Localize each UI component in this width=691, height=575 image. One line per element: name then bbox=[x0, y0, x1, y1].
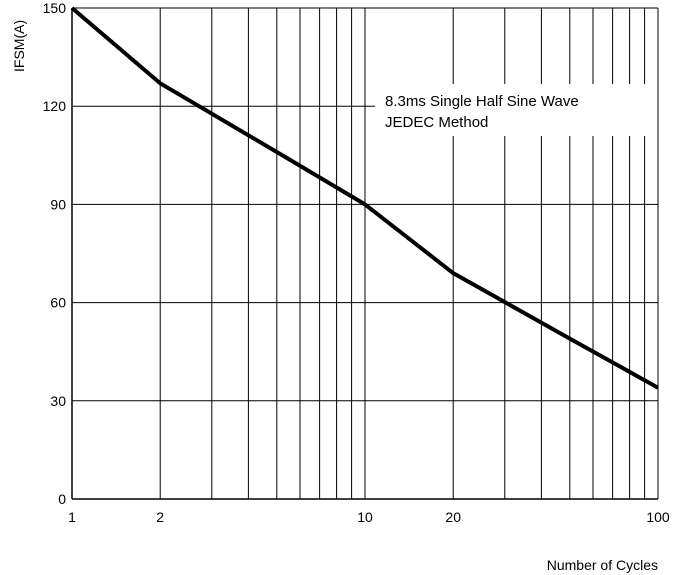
annotation-background bbox=[375, 84, 661, 136]
x-tick-label: 2 bbox=[156, 509, 164, 525]
y-axis-title: IFSM(A) bbox=[11, 20, 27, 72]
y-tick-label: 90 bbox=[50, 196, 66, 212]
y-tick-label: 120 bbox=[43, 98, 67, 114]
x-tick-label: 10 bbox=[357, 509, 373, 525]
grid bbox=[72, 7, 658, 499]
series-layer bbox=[70, 6, 659, 390]
y-tick-label: 60 bbox=[50, 295, 66, 311]
tick-labels: 0 30 60 90 120 150 1 2 10 20 100 bbox=[43, 0, 670, 525]
x-tick-label: 100 bbox=[646, 509, 670, 525]
x-tick-label: 20 bbox=[445, 509, 461, 525]
y-tick-label: 0 bbox=[58, 491, 66, 507]
annotation-line-2: JEDEC Method bbox=[385, 114, 488, 131]
y-tick-label: 150 bbox=[43, 0, 67, 16]
x-tick-label: 1 bbox=[68, 509, 76, 525]
x-axis-title: Number of Cycles bbox=[547, 557, 658, 573]
series-line bbox=[70, 6, 659, 390]
y-tick-label: 30 bbox=[50, 393, 66, 409]
plot-frame bbox=[71, 8, 659, 500]
annotation-line-1: 8.3ms Single Half Sine Wave bbox=[385, 93, 579, 110]
